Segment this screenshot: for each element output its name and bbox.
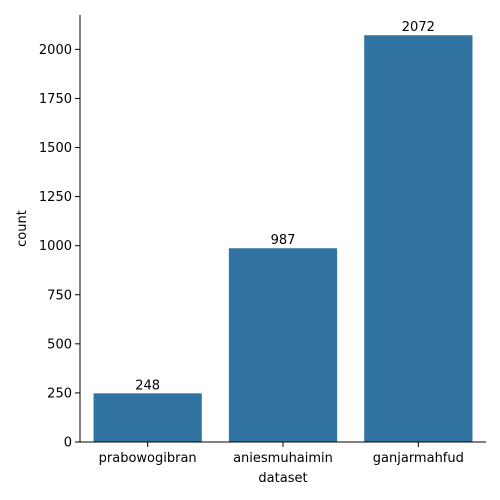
y-tick-label: 1750 [39,92,72,107]
data-label-prabowogibran: 248 [135,378,160,393]
x-tick-label-prabowogibran: prabowogibran [99,451,197,466]
y-tick-label: 250 [47,386,72,401]
x-axis-ticks: prabowogibran aniesmuhaimin ganjarmahfud [99,442,464,466]
data-label-ganjarmahfud: 2072 [402,20,435,35]
y-tick-label: 2000 [39,43,72,58]
y-axis-ticks: 0 250 500 750 1000 1250 1500 1750 2000 [39,43,80,451]
bar-aniesmuhaimin [228,248,338,442]
x-axis-title: dataset [258,471,307,486]
y-axis-title: count [15,210,30,247]
y-tick-label: 1000 [39,239,72,254]
bar-prabowogibran [93,393,202,442]
y-tick-label: 1500 [39,141,72,156]
y-tick-label: 500 [47,337,72,352]
x-tick-label-ganjarmahfud: ganjarmahfud [373,451,464,466]
bar-ganjarmahfud [364,35,473,442]
y-tick-label: 750 [47,288,72,303]
y-tick-label: 1250 [39,190,72,205]
x-tick-label-aniesmuhaimin: aniesmuhaimin [233,451,333,466]
y-tick-label: 0 [64,436,72,451]
data-labels: 248 987 2072 [135,20,435,393]
bars [93,35,473,442]
data-label-aniesmuhaimin: 987 [271,233,296,248]
